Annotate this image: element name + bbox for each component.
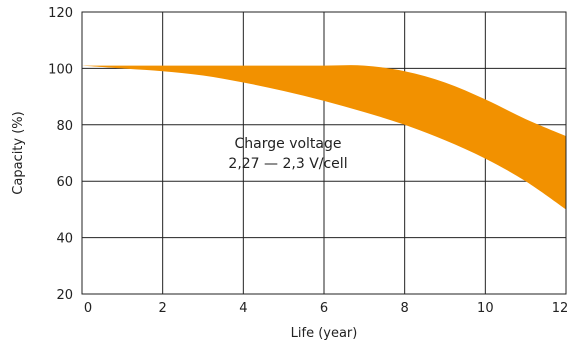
x-tick-label: 0 — [84, 301, 92, 316]
y-tick-label: 120 — [48, 6, 73, 21]
x-tick-label: 10 — [477, 301, 494, 316]
capacity-band-area — [82, 65, 566, 210]
y-axis-label: Capacity (%) — [11, 111, 26, 194]
annotation-line-1: Charge voltage — [235, 136, 342, 152]
y-tick-label: 40 — [56, 232, 73, 247]
x-axis-label: Life (year) — [291, 326, 358, 341]
x-tick-label: 2 — [159, 301, 167, 316]
annotation-line-2: 2,27 — 2,3 V/cell — [228, 156, 347, 172]
y-axis-ticks: 20 40 60 80 100 120 — [48, 6, 73, 303]
plot-frame — [81, 11, 567, 295]
x-tick-label: 12 — [552, 301, 568, 316]
y-tick-label: 60 — [56, 175, 73, 190]
x-tick-label: 8 — [401, 301, 409, 316]
y-tick-label: 80 — [56, 119, 73, 134]
x-tick-label: 6 — [320, 301, 328, 316]
y-tick-label: 20 — [56, 288, 73, 303]
x-tick-label: 4 — [239, 301, 247, 316]
y-tick-label: 100 — [48, 62, 73, 77]
x-axis-ticks: 0 2 4 6 8 10 12 — [84, 301, 568, 316]
